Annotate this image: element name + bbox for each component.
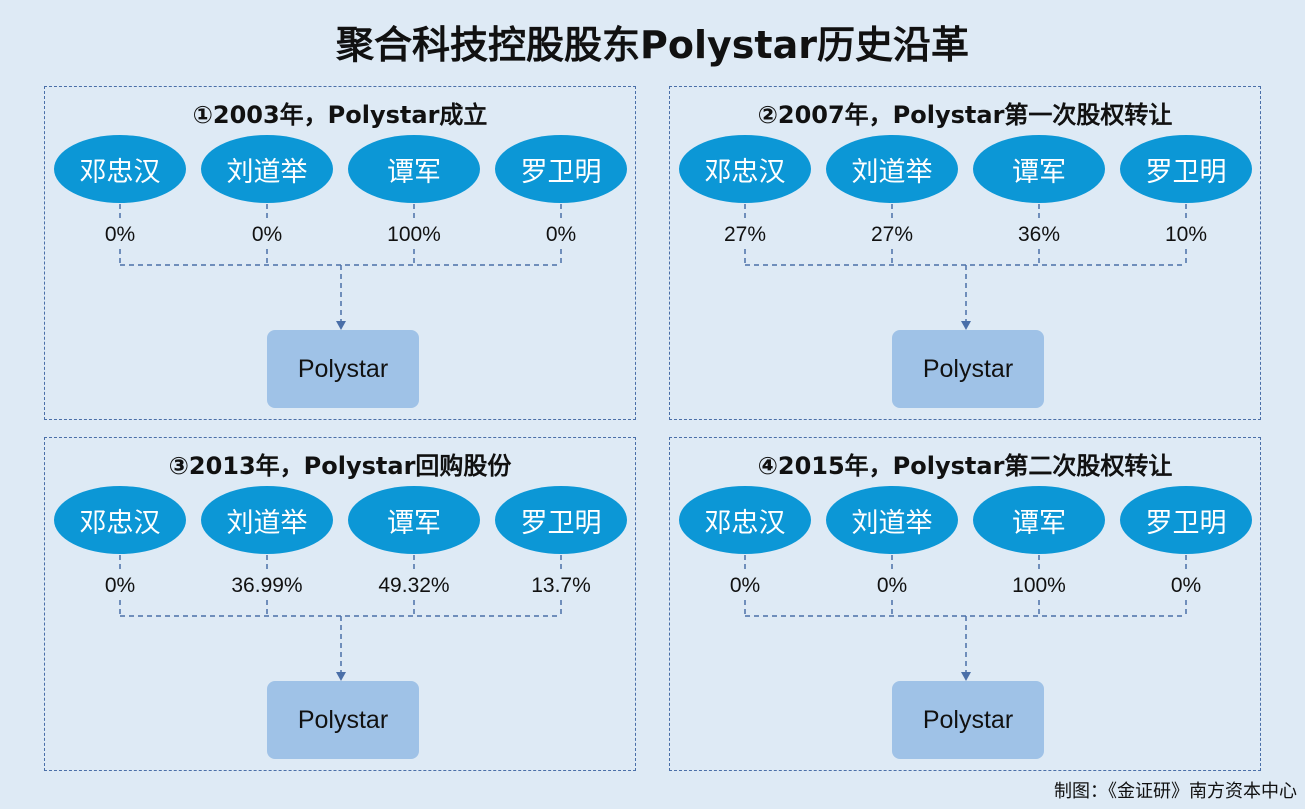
- panel-title: ④2015年，Polystar第二次股权转让: [757, 452, 1173, 480]
- share-percentage: 0%: [1170, 574, 1202, 597]
- shareholder-node: 罗卫明: [495, 486, 627, 554]
- share-percentage: 36.99%: [231, 574, 303, 597]
- connector-lines: [744, 555, 1187, 681]
- arrow-head: [336, 321, 346, 330]
- share-percentage: 0%: [104, 223, 136, 246]
- panel-title: ①2003年，Polystar成立: [192, 101, 488, 129]
- shareholder-node: 邓忠汉: [679, 135, 811, 203]
- shareholder-node: 谭军: [348, 135, 480, 203]
- shareholder-node: 谭军: [973, 486, 1105, 554]
- chart-title: 聚合科技控股股东Polystar历史沿革: [336, 23, 969, 67]
- share-percentage: 100%: [387, 223, 441, 246]
- shareholder-node: 罗卫明: [1120, 486, 1252, 554]
- share-percentage: 0%: [729, 574, 761, 597]
- share-percentage: 0%: [104, 574, 136, 597]
- shareholder-node: 罗卫明: [495, 135, 627, 203]
- share-percentage: 36%: [1017, 223, 1061, 246]
- panel-3: ③2013年，Polystar回购股份邓忠汉 0% 刘道举 36.99% 谭军 49.32…: [44, 437, 636, 771]
- shareholder-node: 邓忠汉: [54, 135, 186, 203]
- shareholder-node: 刘道举: [826, 135, 958, 203]
- company-box: Polystar: [267, 330, 419, 408]
- arrow-head: [961, 672, 971, 681]
- shareholder-node: 谭军: [348, 486, 480, 554]
- panel-title: ③2013年，Polystar回购股份: [168, 452, 512, 480]
- company-box: Polystar: [267, 681, 419, 759]
- panel-title: ②2007年，Polystar第一次股权转让: [757, 101, 1173, 129]
- company-box: Polystar: [892, 681, 1044, 759]
- shareholder-node: 邓忠汉: [54, 486, 186, 554]
- arrow-head: [336, 672, 346, 681]
- panel-4: ④2015年，Polystar第二次股权转让邓忠汉 0% 刘道举 0% 谭军 100% 罗卫…: [669, 437, 1261, 771]
- share-percentage: 27%: [723, 223, 767, 246]
- connector-lines: [119, 204, 562, 330]
- connector-lines: [119, 555, 562, 681]
- share-percentage: 27%: [870, 223, 914, 246]
- share-percentage: 100%: [1012, 574, 1066, 597]
- share-percentage: 13.7%: [531, 574, 591, 597]
- shareholder-node: 刘道举: [201, 486, 333, 554]
- connector-lines: [744, 204, 1187, 330]
- shareholder-node: 罗卫明: [1120, 135, 1252, 203]
- share-percentage: 0%: [545, 223, 577, 246]
- shareholder-node: 刘道举: [201, 135, 333, 203]
- panel-2: ②2007年，Polystar第一次股权转让邓忠汉 27% 刘道举 27% 谭军 36% 罗…: [669, 86, 1261, 420]
- arrow-head: [961, 321, 971, 330]
- shareholder-node: 刘道举: [826, 486, 958, 554]
- share-percentage: 0%: [251, 223, 283, 246]
- share-percentage: 10%: [1164, 223, 1208, 246]
- shareholder-node: 谭军: [973, 135, 1105, 203]
- source-credit: 制图：《金证研》南方资本中心: [1054, 781, 1297, 802]
- share-percentage: 49.32%: [378, 574, 450, 597]
- panel-1: ①2003年，Polystar成立 邓忠汉 0% 刘道举 0% 谭军 100% 罗卫明 0% Po…: [44, 86, 636, 420]
- share-percentage: 0%: [876, 574, 908, 597]
- shareholder-node: 邓忠汉: [679, 486, 811, 554]
- company-box: Polystar: [892, 330, 1044, 408]
